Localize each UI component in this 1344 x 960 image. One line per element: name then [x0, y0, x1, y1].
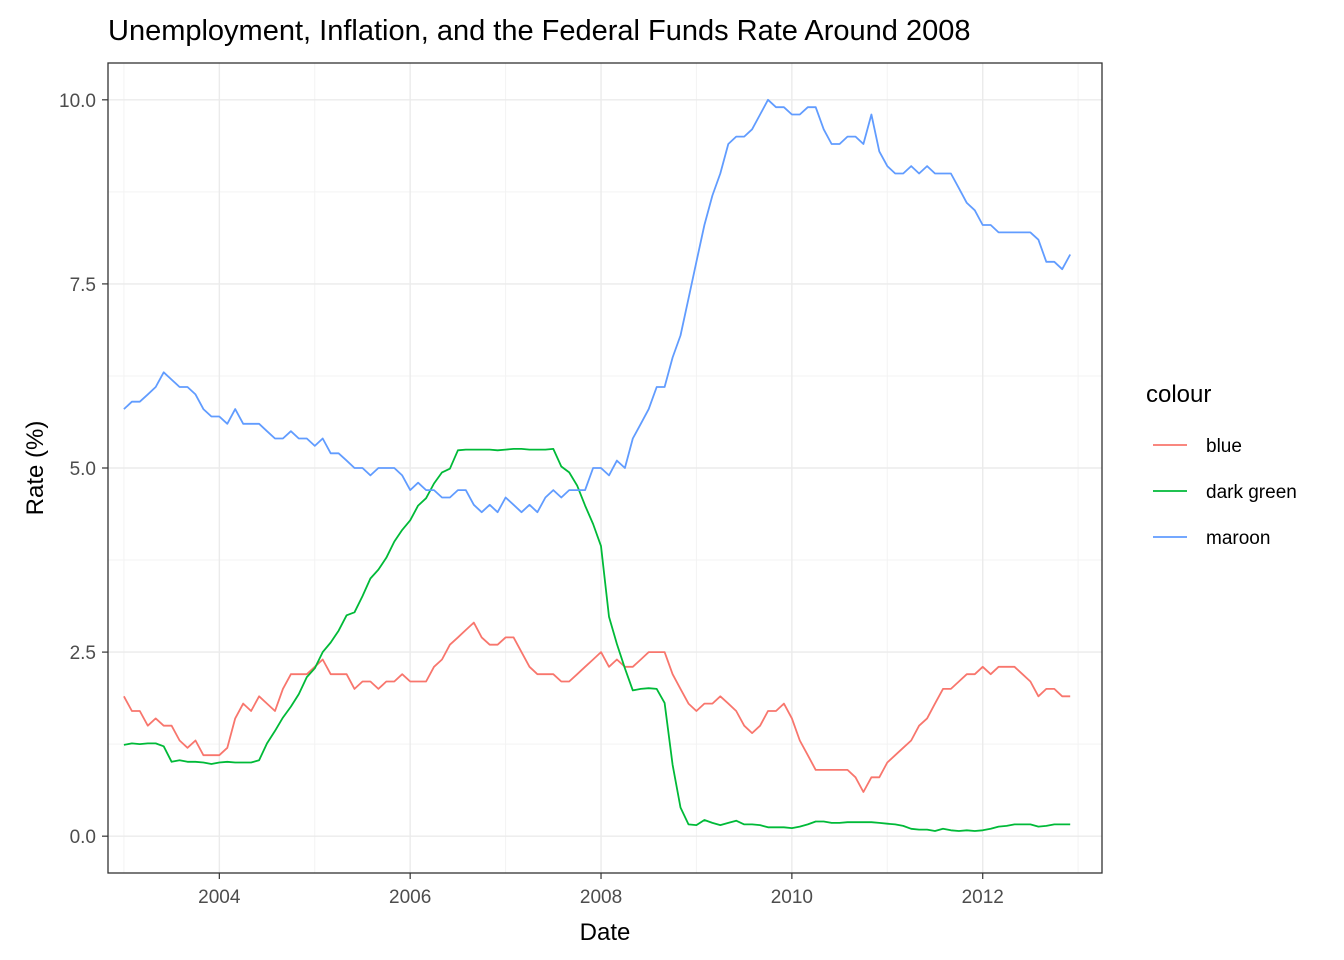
legend-label: maroon [1206, 528, 1270, 549]
y-tick-label: 0.0 [70, 827, 96, 848]
y-axis-title: Rate (%) [22, 421, 49, 516]
x-tick-label: 2008 [580, 887, 622, 908]
legend: colour blue dark green maroon [1146, 381, 1297, 549]
y-axis: 0.0 2.5 5.0 7.5 10.0 [59, 91, 108, 848]
series-line-blue [123, 621, 1071, 793]
legend-items: blue dark green maroon [1153, 436, 1297, 549]
y-tick-label: 7.5 [70, 275, 96, 296]
x-tick-label: 2010 [771, 887, 813, 908]
x-tick-label: 2004 [198, 887, 241, 908]
series-line-dark-green [123, 447, 1071, 832]
x-axis: 2004 2006 2008 2010 2012 [198, 873, 1004, 908]
x-tick-label: 2012 [962, 887, 1004, 908]
y-tick-label: 10.0 [59, 91, 96, 112]
y-tick-label: 5.0 [70, 459, 96, 480]
legend-label: blue [1206, 436, 1242, 457]
x-tick-label: 2006 [389, 887, 431, 908]
y-tick-label: 2.5 [70, 643, 96, 664]
chart-title: Unemployment, Inflation, and the Federal… [108, 15, 970, 47]
x-axis-title: Date [580, 919, 631, 946]
series-line-maroon [123, 98, 1071, 514]
legend-label: dark green [1206, 482, 1297, 503]
series-lines [123, 98, 1071, 832]
legend-title: colour [1146, 381, 1211, 408]
